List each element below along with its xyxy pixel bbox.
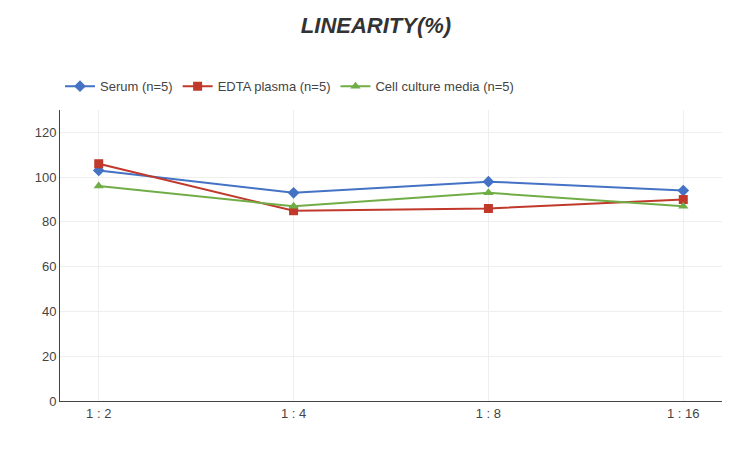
svg-text:1 : 16: 1 : 16 [667,406,700,421]
svg-text:LINEARITY(%): LINEARITY(%) [301,13,451,38]
svg-text:80: 80 [42,214,56,229]
svg-text:20: 20 [42,349,56,364]
svg-text:100: 100 [35,170,57,185]
svg-text:Cell culture media (n=5): Cell culture media (n=5) [375,79,513,94]
svg-text:60: 60 [42,259,56,274]
svg-text:120: 120 [35,125,57,140]
svg-text:Serum (n=5): Serum (n=5) [100,79,173,94]
svg-text:EDTA plasma (n=5): EDTA plasma (n=5) [218,79,331,94]
svg-text:0: 0 [49,394,56,409]
svg-text:1 : 2: 1 : 2 [86,406,111,421]
svg-text:40: 40 [42,304,56,319]
svg-text:1 : 4: 1 : 4 [281,406,306,421]
svg-text:1 : 8: 1 : 8 [476,406,501,421]
